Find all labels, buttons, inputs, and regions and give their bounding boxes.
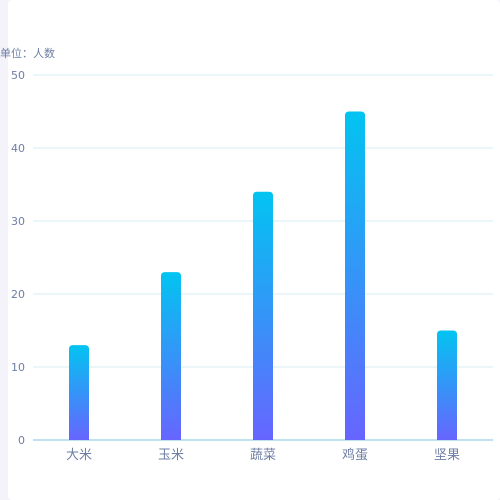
bar-4[interactable] [345, 111, 365, 441]
y-tick-label: 30 [11, 215, 25, 228]
x-tick-label: 鸡蛋 [342, 447, 368, 463]
y-tick-label: 0 [18, 434, 25, 447]
x-tick-label: 蔬菜 [250, 448, 276, 463]
y-tick-label: 40 [11, 142, 25, 155]
x-tick-label: 玉米 [158, 448, 184, 463]
bar-3[interactable] [253, 191, 273, 440]
y-axis-unit-label: 单位：人数 [0, 47, 55, 60]
y-tick-label: 20 [11, 288, 25, 301]
y-tick-label: 10 [11, 361, 25, 374]
y-tick-label: 50 [11, 69, 25, 82]
x-tick-label: 坚果 [434, 448, 460, 463]
bar-5[interactable] [437, 330, 457, 441]
bar-2[interactable] [161, 272, 181, 440]
x-axis-ticks: 大米 玉米 蔬菜 鸡蛋 坚果 [66, 447, 460, 463]
y-axis-ticks: 0 10 20 30 40 50 [11, 69, 25, 447]
bar-1[interactable] [69, 345, 89, 440]
x-tick-label: 大米 [66, 448, 92, 463]
bars [69, 111, 457, 441]
